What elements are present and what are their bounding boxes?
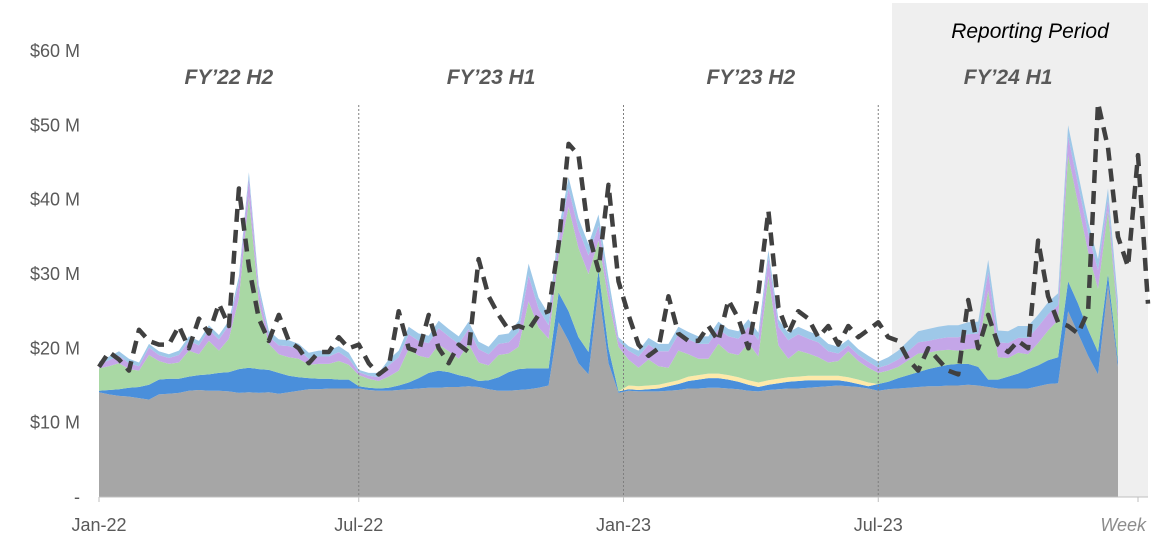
y-tick-label: $10 M xyxy=(30,413,80,433)
y-axis-ticks: - $10 M $20 M $30 M $40 M $50 M $60 M xyxy=(30,41,80,507)
stacked-areas xyxy=(99,125,1118,497)
period-label: FY’23 H2 xyxy=(707,66,796,89)
y-tick-label: $40 M xyxy=(30,190,80,210)
x-axis-ticks: Jan-22 Jul-22 Jan-23 Jul-23 Week xyxy=(71,497,1147,535)
area-series-4 xyxy=(99,155,1118,392)
total-dashed-line xyxy=(97,100,1151,377)
period-label: FY’22 H2 xyxy=(185,66,274,89)
x-tick-label: Jan-22 xyxy=(71,515,126,535)
reporting-period-label: Reporting Period xyxy=(951,20,1110,43)
x-tick-label: Jan-23 xyxy=(596,515,651,535)
y-tick-label: $50 M xyxy=(30,115,80,135)
y-tick-label: $20 M xyxy=(30,338,80,358)
x-tick-label: Jul-22 xyxy=(334,515,383,535)
area-series-2 xyxy=(99,270,1118,400)
total-line-layer xyxy=(97,100,1151,377)
period-labels: FY’22 H2 FY’23 H1 FY’23 H2 FY’24 H1 xyxy=(185,66,1053,89)
x-tick-label: Jul-23 xyxy=(854,515,903,535)
area-series-1 xyxy=(99,285,1118,497)
y-tick-label: - xyxy=(74,487,80,507)
period-label: FY’23 H1 xyxy=(447,66,536,89)
period-label: FY’24 H1 xyxy=(964,66,1053,89)
x-axis-name: Week xyxy=(1100,515,1147,535)
y-tick-label: $60 M xyxy=(30,41,80,61)
y-tick-label: $30 M xyxy=(30,264,80,284)
